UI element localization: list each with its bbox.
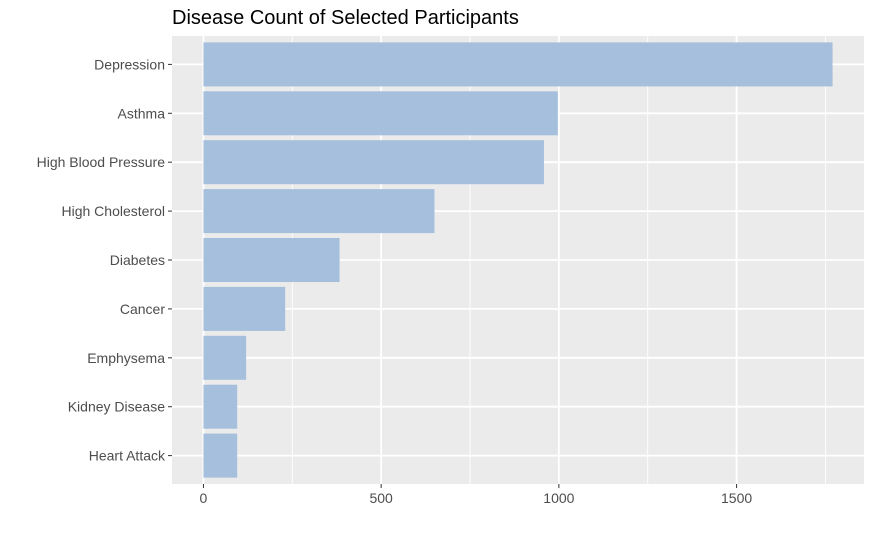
y-tick-label: Heart Attack xyxy=(89,448,166,464)
y-tick-label: Cancer xyxy=(120,301,165,317)
x-tick-label: 1000 xyxy=(543,490,574,506)
y-tick-label: Asthma xyxy=(118,105,166,121)
bar-emphysema xyxy=(203,335,247,380)
bar-high-blood-pressure xyxy=(203,140,544,185)
x-tick-label: 500 xyxy=(369,490,393,506)
bar-depression xyxy=(203,42,833,87)
y-tick-label: Kidney Disease xyxy=(68,399,165,415)
y-tick-label: High Cholesterol xyxy=(62,203,166,219)
y-tick-label: Emphysema xyxy=(87,350,165,366)
x-tick-label: 0 xyxy=(200,490,208,506)
x-axis: 0 500 1000 1500 xyxy=(200,484,752,506)
bar-kidney-disease xyxy=(203,384,238,429)
bar-asthma xyxy=(203,91,558,136)
bar-high-cholesterol xyxy=(203,189,435,234)
y-tick-label: Depression xyxy=(94,56,165,72)
y-tick-label: High Blood Pressure xyxy=(37,154,166,170)
bar-heart-attack xyxy=(203,433,238,478)
bar-diabetes xyxy=(203,237,340,283)
x-tick-label: 1500 xyxy=(721,490,752,506)
chart-title: Disease Count of Selected Participants xyxy=(172,7,519,29)
bars xyxy=(203,42,833,478)
bar-cancer xyxy=(203,286,286,331)
y-tick-label: Diabetes xyxy=(110,252,165,268)
y-axis: Depression Asthma High Blood Pressure High … xyxy=(37,56,172,464)
